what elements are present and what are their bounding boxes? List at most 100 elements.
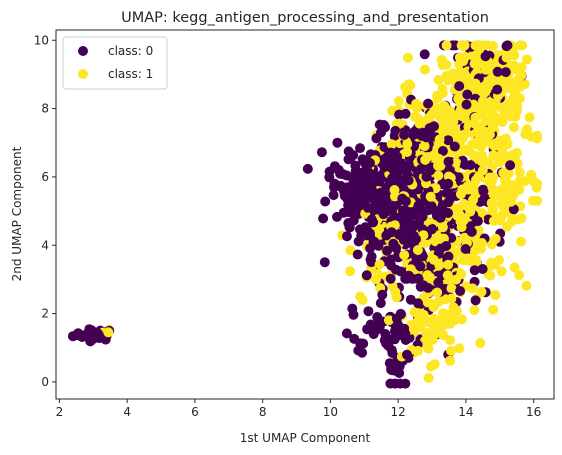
legend-marker-class-1 <box>78 69 88 79</box>
data-point-class-1 <box>423 373 434 383</box>
data-point-class-1 <box>103 327 114 338</box>
data-point-class-0 <box>385 273 396 284</box>
data-point-class-0 <box>352 249 363 260</box>
data-point-class-1 <box>470 78 481 89</box>
data-point-class-0 <box>351 192 362 203</box>
data-point-class-0 <box>341 328 352 339</box>
data-point-class-1 <box>433 153 444 164</box>
data-point-class-0 <box>302 163 313 174</box>
data-point-class-1 <box>450 124 461 135</box>
data-point-class-0 <box>413 298 423 309</box>
data-point-class-1 <box>490 233 501 244</box>
data-point-class-1 <box>459 129 470 140</box>
data-point-class-0 <box>388 238 399 249</box>
data-point-class-1 <box>454 343 465 354</box>
data-point-class-1 <box>490 290 501 300</box>
data-point-class-0 <box>400 273 411 284</box>
data-point-class-1 <box>433 170 444 181</box>
data-point-class-0 <box>398 220 409 231</box>
data-point-class-1 <box>508 190 519 201</box>
data-point-class-0 <box>443 251 454 262</box>
data-point-class-0 <box>371 202 382 213</box>
data-point-class-0 <box>508 204 519 215</box>
data-point-class-0 <box>391 313 402 324</box>
data-point-class-0 <box>342 231 352 242</box>
data-point-class-1 <box>468 99 479 110</box>
data-point-class-0 <box>403 159 414 170</box>
data-point-class-1 <box>445 355 456 366</box>
data-point-class-1 <box>520 129 531 140</box>
data-point-class-1 <box>483 175 494 186</box>
data-point-class-0 <box>435 243 446 254</box>
data-point-class-0 <box>400 108 411 119</box>
data-point-class-0 <box>453 172 464 183</box>
data-point-class-1 <box>472 139 483 150</box>
data-point-class-1 <box>504 98 515 109</box>
data-point-class-1 <box>446 293 457 304</box>
data-point-class-0 <box>356 178 367 188</box>
data-point-class-1 <box>462 181 473 192</box>
data-point-class-1 <box>526 169 537 180</box>
data-point-class-1 <box>471 175 481 186</box>
data-point-class-1 <box>498 167 509 178</box>
data-point-class-0 <box>320 196 331 207</box>
data-point-class-1 <box>516 62 527 73</box>
data-point-class-1 <box>469 305 480 316</box>
data-point-class-0 <box>316 147 327 158</box>
data-point-class-1 <box>371 274 382 285</box>
data-point-class-0 <box>343 146 354 157</box>
data-point-class-0 <box>446 233 457 243</box>
data-point-class-0 <box>379 162 390 173</box>
data-point-class-0 <box>404 209 415 220</box>
data-point-class-0 <box>344 222 355 232</box>
data-point-class-0 <box>387 173 398 184</box>
data-point-class-1 <box>496 266 507 277</box>
data-point-class-1 <box>458 198 469 209</box>
data-point-class-0 <box>70 330 81 341</box>
x-tick-label: 8 <box>259 405 267 419</box>
data-point-class-1 <box>393 96 404 106</box>
data-point-class-0 <box>480 51 491 62</box>
data-point-class-1 <box>471 255 482 266</box>
data-point-class-1 <box>408 324 419 335</box>
data-point-class-0 <box>443 156 454 167</box>
data-point-class-1 <box>516 236 526 247</box>
data-point-class-1 <box>420 64 430 75</box>
data-point-class-1 <box>516 70 527 81</box>
data-point-class-0 <box>369 189 380 200</box>
data-point-class-0 <box>328 190 339 201</box>
data-point-class-0 <box>470 295 481 306</box>
data-point-class-1 <box>522 54 532 65</box>
data-point-class-0 <box>419 49 430 60</box>
data-point-class-1 <box>456 40 467 51</box>
data-point-class-1 <box>402 52 413 63</box>
data-point-class-0 <box>324 166 335 177</box>
data-point-class-0 <box>343 203 354 214</box>
data-point-class-0 <box>319 257 330 268</box>
data-point-class-1 <box>474 44 485 54</box>
data-point-class-1 <box>532 178 543 189</box>
data-point-class-0 <box>402 349 412 360</box>
data-point-class-0 <box>378 209 389 220</box>
data-point-class-1 <box>514 270 525 281</box>
data-point-class-1 <box>514 175 525 186</box>
data-point-class-0 <box>501 41 512 52</box>
data-point-class-1 <box>402 147 413 157</box>
data-point-class-1 <box>528 195 538 206</box>
data-point-class-0 <box>433 277 444 288</box>
data-point-class-0 <box>332 211 342 222</box>
data-point-class-0 <box>472 216 483 227</box>
data-point-class-0 <box>385 254 396 265</box>
data-point-class-0 <box>423 98 434 109</box>
data-point-class-1 <box>446 345 457 356</box>
data-point-class-1 <box>438 330 449 341</box>
data-point-class-0 <box>455 286 466 296</box>
data-point-class-0 <box>407 220 418 230</box>
x-tick-label: 10 <box>323 405 338 419</box>
data-point-class-1 <box>497 142 508 153</box>
data-point-class-0 <box>399 130 410 140</box>
data-point-class-0 <box>505 160 516 171</box>
data-point-class-0 <box>390 264 401 275</box>
x-tick-label: 16 <box>526 405 541 419</box>
data-point-class-1 <box>492 190 503 201</box>
